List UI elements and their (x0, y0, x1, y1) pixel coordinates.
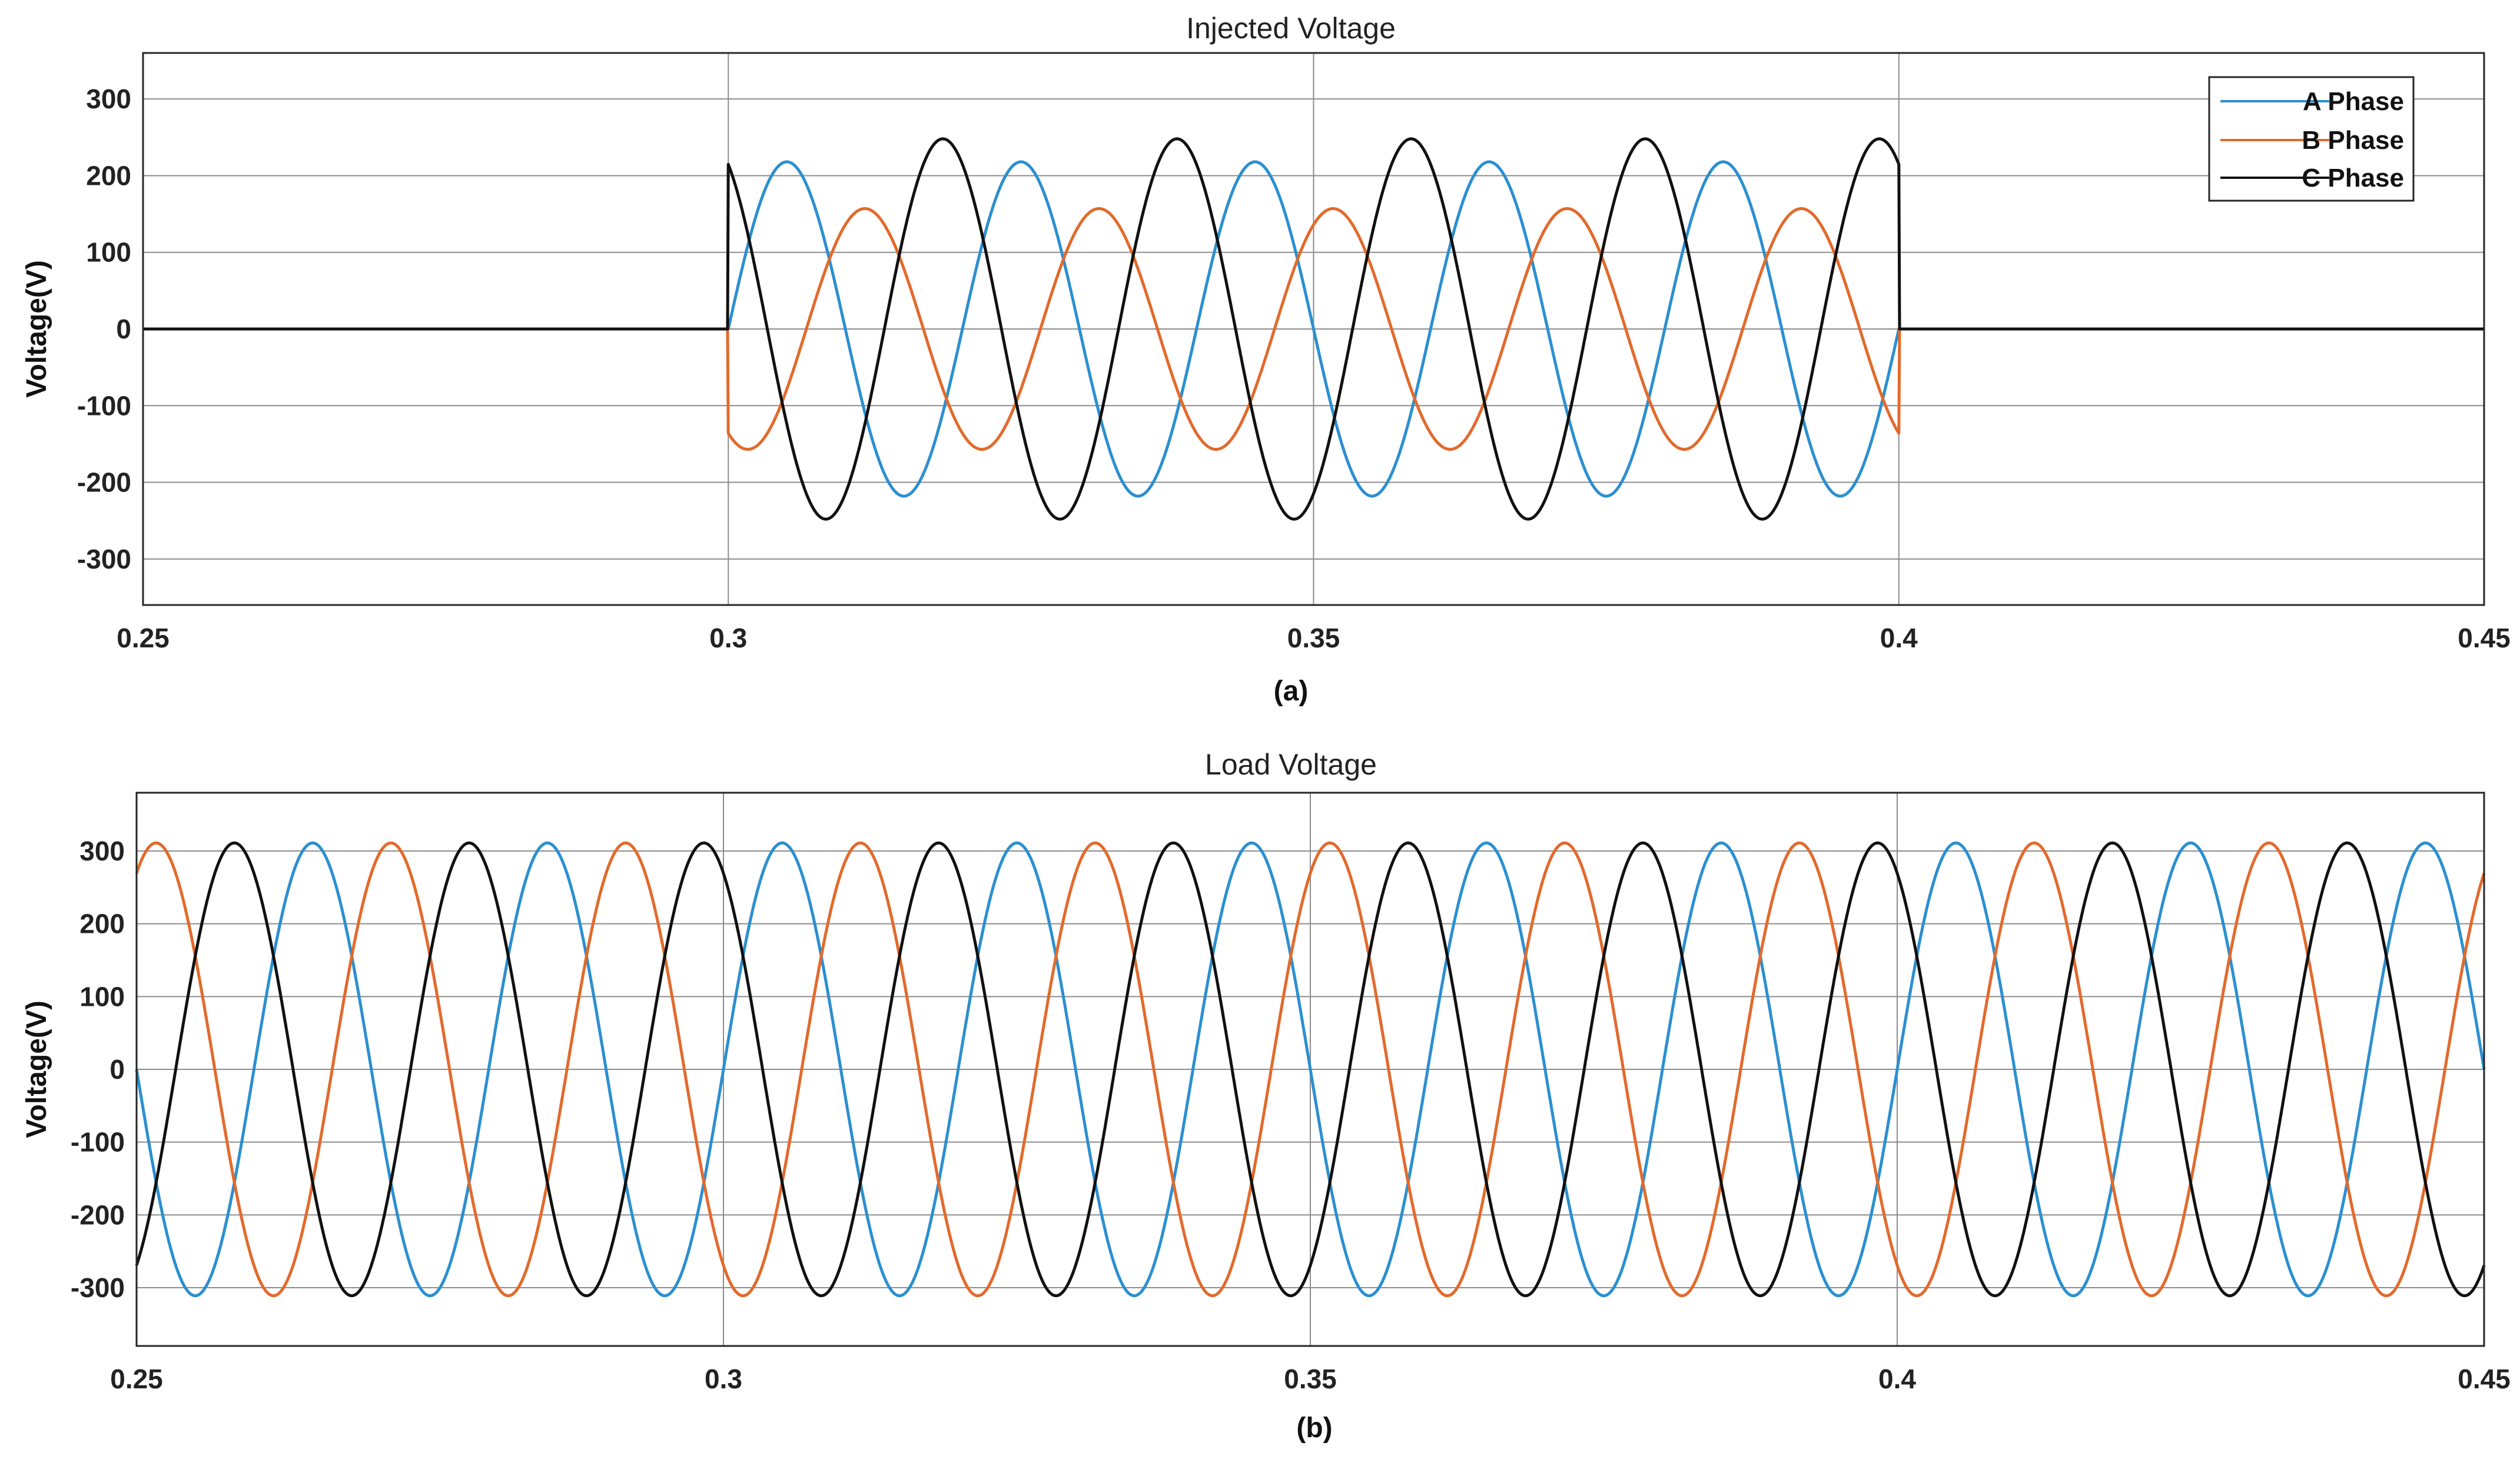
legend-label-c-phase: C Phase (2302, 164, 2404, 192)
legend-label-b-phase: B Phase (2302, 126, 2404, 155)
y-tick-labels: 300 200 100 0 -100 -200 -300 (77, 84, 131, 574)
series-line-b-phase (135, 841, 2486, 1298)
x-tick-label: 0.4 (1880, 623, 1918, 653)
x-tick-label: 0.3 (709, 623, 747, 653)
series-lines (135, 841, 2486, 1298)
y-tick-label: 300 (79, 836, 125, 866)
legend-label-a-phase: A Phase (2303, 87, 2404, 116)
chart-title: Load Voltage (1205, 748, 1377, 781)
panel-caption: (b) (1296, 1412, 1332, 1444)
y-tick-label: -100 (71, 1127, 125, 1158)
y-tick-label: -300 (71, 1272, 125, 1303)
y-tick-label: 0 (116, 314, 131, 344)
plot-frame (142, 52, 2485, 606)
x-tick-label: 0.45 (2458, 623, 2511, 653)
plot-frame (135, 792, 2485, 1347)
x-tick-labels: 0.25 0.3 0.35 0.4 0.45 (117, 623, 2511, 653)
y-tick-label: 300 (86, 84, 131, 114)
y-axis-label: Voltage(V) (21, 260, 52, 398)
series-line-c-phase (135, 841, 2486, 1298)
series-lines (142, 137, 2485, 521)
y-tick-label: 100 (86, 237, 131, 268)
y-tick-label: 200 (79, 909, 125, 939)
x-tick-labels: 0.25 0.3 0.35 0.4 0.45 (110, 1364, 2511, 1394)
x-tick-label: 0.35 (1284, 1364, 1337, 1394)
legend: A Phase B Phase C Phase (2208, 76, 2415, 202)
chart-title: Injected Voltage (1186, 12, 1396, 45)
y-tick-label: 100 (79, 981, 125, 1012)
y-tick-label: -200 (71, 1199, 125, 1230)
chart-load-voltage: Load Voltage 300 200 100 0 -100 -200 -300 0.25… (21, 748, 2511, 1444)
y-tick-label: -300 (77, 544, 131, 574)
y-tick-label: 200 (86, 160, 131, 191)
y-tick-label: -200 (77, 467, 131, 498)
x-tick-label: 0.45 (2458, 1364, 2511, 1394)
y-axis-label: Voltage(V) (21, 1000, 52, 1138)
y-tick-labels: 300 200 100 0 -100 -200 -300 (71, 836, 125, 1303)
panel-caption: (a) (1274, 676, 1309, 707)
y-tick-label: 0 (109, 1054, 125, 1085)
x-tick-label: 0.3 (705, 1364, 742, 1394)
chart-injected-voltage: Injected Voltage 3002001000-100-200-300 … (21, 12, 2511, 707)
x-tick-label: 0.4 (1878, 1364, 1916, 1394)
x-tick-label: 0.35 (1287, 623, 1340, 653)
grid (136, 793, 2485, 1346)
series-line-a-phase (135, 841, 2486, 1298)
y-tick-label: -100 (77, 390, 131, 421)
x-tick-label: 0.25 (117, 623, 170, 653)
x-tick-label: 0.25 (110, 1364, 163, 1394)
series-line-c-phase (142, 137, 2485, 521)
